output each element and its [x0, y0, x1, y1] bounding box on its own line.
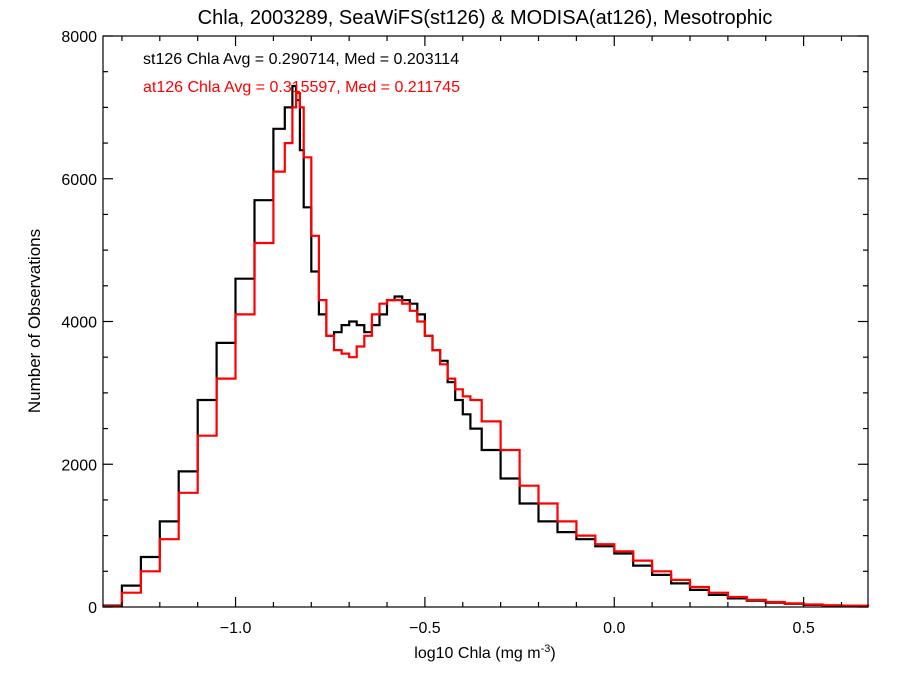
y-tick-label: 4000 [61, 315, 97, 332]
x-axis-label: log10 Chla (mg m-3) [414, 643, 555, 662]
plot-frame [102, 35, 869, 608]
y-tick-label: 2000 [61, 457, 97, 474]
series-st126-line [103, 84, 870, 607]
y-tick-label: 6000 [61, 172, 97, 189]
y-tick-label: 8000 [61, 29, 97, 46]
chart-title: Chla, 2003289, SeaWiFS(st126) & MODISA(a… [198, 7, 773, 29]
x-tick-label: 0.5 [792, 620, 814, 637]
series-at126-line [103, 92, 870, 608]
y-axis-label: Number of Observations [25, 229, 44, 413]
x-tick-label: −0.5 [409, 620, 441, 637]
x-tick-label: −1.0 [220, 620, 252, 637]
axis-ticks: −1.0 −0.5 0.0 0.5 0 2000 4000 6000 8000 [61, 29, 868, 637]
plot-series-group [103, 84, 870, 608]
annotation-st126: st126 Chla Avg = 0.290714, Med = 0.20311… [143, 51, 459, 68]
x-tick-label: 0.0 [603, 620, 625, 637]
annotation-at126: at126 Chla Avg = 0.315597, Med = 0.21174… [143, 79, 460, 96]
y-tick-label: 0 [88, 600, 97, 617]
